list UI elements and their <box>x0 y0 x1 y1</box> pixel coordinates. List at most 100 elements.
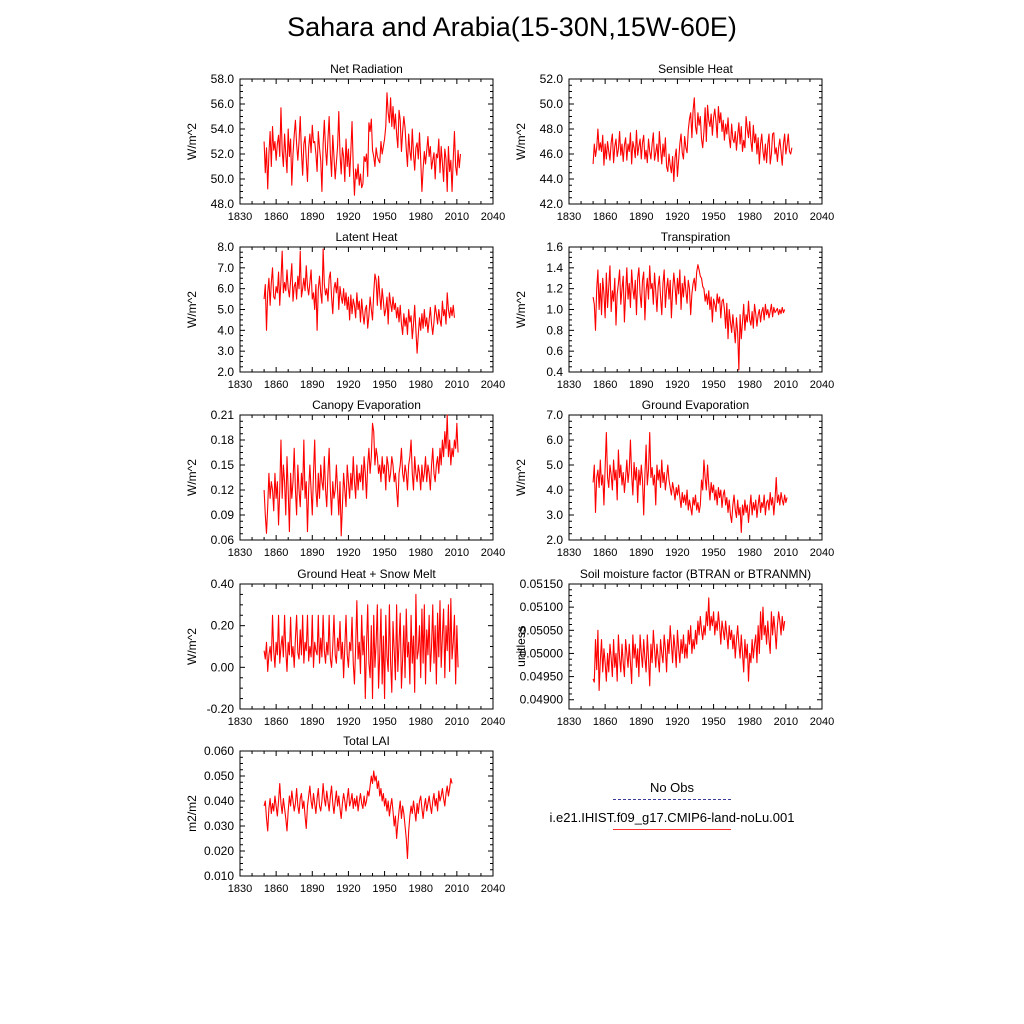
x-tick-label: 1950 <box>372 211 396 223</box>
x-tick-label: 2010 <box>445 883 469 895</box>
x-tick-label: 1830 <box>228 211 252 223</box>
x-tick-label: 2040 <box>481 883 505 895</box>
y-axis-label: m2/m2 <box>185 795 199 832</box>
x-tick-label: 1890 <box>629 211 653 223</box>
x-tick-label: 1860 <box>593 716 617 728</box>
legend-obs-label: No Obs <box>649 780 695 795</box>
y-tick-label: 1.4 <box>546 261 563 275</box>
y-tick-label: 0.4 <box>546 365 563 379</box>
x-tick-label: 1860 <box>593 379 617 391</box>
x-tick-label: 2040 <box>481 379 505 391</box>
y-tick-label: 3.0 <box>546 508 563 522</box>
x-tick-label: 2040 <box>481 211 505 223</box>
y-tick-label: 2.0 <box>546 533 563 547</box>
page-title: Sahara and Arabia(15-30N,15W-60E) <box>287 12 737 42</box>
x-tick-label: 1830 <box>557 716 581 728</box>
series-line <box>263 593 459 700</box>
y-tick-label: 8.0 <box>217 240 234 254</box>
x-tick-label: 1980 <box>408 716 432 728</box>
x-tick-label: 1950 <box>701 379 725 391</box>
series-line <box>592 597 786 692</box>
y-tick-label: 1.2 <box>546 282 563 296</box>
plot-frame <box>568 583 823 710</box>
y-tick-label: 48.0 <box>211 197 235 211</box>
x-tick-label: 1830 <box>557 379 581 391</box>
y-axis-label: W/m^2 <box>185 291 199 328</box>
y-tick-label: 0.20 <box>211 619 235 633</box>
y-tick-label: 0.05150 <box>520 577 564 591</box>
x-tick-label: 1920 <box>336 379 360 391</box>
x-tick-label: 1830 <box>557 211 581 223</box>
x-tick-label: 2010 <box>774 716 798 728</box>
y-axis-label: W/m^2 <box>185 123 199 160</box>
y-tick-label: 54.0 <box>211 122 235 136</box>
y-tick-label: 1.0 <box>546 303 563 317</box>
x-tick-label: 1980 <box>737 716 761 728</box>
panel-1: Net Radiation W/m^2 1830 1860 1890 1920 1950 19… <box>185 62 505 223</box>
y-tick-label: 0.21 <box>211 408 235 422</box>
x-tick-label: 1890 <box>629 547 653 559</box>
x-tick-label: 2010 <box>774 211 798 223</box>
y-tick-label: 0.030 <box>204 819 234 833</box>
x-tick-label: 1950 <box>372 379 396 391</box>
y-tick-label: 7.0 <box>217 261 234 275</box>
x-tick-label: 1920 <box>336 211 360 223</box>
x-tick-label: 1950 <box>701 547 725 559</box>
y-tick-label: 0.04900 <box>520 693 564 707</box>
x-tick-label: 1950 <box>701 716 725 728</box>
panel-title: Net Radiation <box>330 62 403 76</box>
y-tick-label: 52.0 <box>211 147 235 161</box>
x-tick-label: 2010 <box>445 547 469 559</box>
y-tick-label: 0.09 <box>211 508 235 522</box>
x-tick-label: 2040 <box>810 379 834 391</box>
x-tick-label: 1830 <box>228 379 252 391</box>
panel-4: Transpiration W/m^2 1830 1860 1890 1920 1950 19… <box>514 230 834 391</box>
panel-title: Latent Heat <box>335 230 398 244</box>
plot-frame <box>568 414 823 541</box>
panel-title: Canopy Evaporation <box>312 398 421 412</box>
x-tick-label: 2010 <box>774 547 798 559</box>
x-tick-label: 1920 <box>336 716 360 728</box>
panel-title: Transpiration <box>661 230 731 244</box>
y-tick-label: 4.0 <box>217 323 234 337</box>
x-tick-label: 1890 <box>629 379 653 391</box>
y-tick-label: 0.15 <box>211 458 235 472</box>
y-axis-label: unitless <box>514 626 528 667</box>
x-tick-label: 1860 <box>264 379 288 391</box>
x-tick-label: 1830 <box>228 547 252 559</box>
y-tick-label: 0.04950 <box>520 670 564 684</box>
panel-title: Ground Evaporation <box>642 398 749 412</box>
y-tick-label: 1.6 <box>546 240 563 254</box>
x-tick-label: 2040 <box>810 547 834 559</box>
x-tick-label: 1830 <box>228 716 252 728</box>
x-tick-label: 1980 <box>408 883 432 895</box>
x-tick-label: 1950 <box>372 547 396 559</box>
y-tick-label: 0.050 <box>204 769 234 783</box>
x-tick-label: 1920 <box>665 716 689 728</box>
panel-7: Ground Heat + Snow Melt W/m^2 1830 1860 1890… <box>185 567 505 728</box>
x-tick-label: 1950 <box>372 716 396 728</box>
x-tick-label: 2040 <box>810 211 834 223</box>
panel-title: Ground Heat + Snow Melt <box>297 567 436 581</box>
y-tick-label: 0.8 <box>546 323 563 337</box>
y-tick-label: 58.0 <box>211 72 235 86</box>
x-tick-label: 2040 <box>481 716 505 728</box>
plot-frame <box>568 246 823 373</box>
y-axis-label: W/m^2 <box>185 628 199 665</box>
x-tick-label: 1950 <box>372 883 396 895</box>
y-tick-label: 50.0 <box>540 97 564 111</box>
y-tick-label: -0.20 <box>207 702 235 716</box>
x-tick-label: 1890 <box>629 716 653 728</box>
x-tick-label: 1890 <box>300 883 324 895</box>
y-tick-label: 0.05100 <box>520 600 564 614</box>
x-tick-label: 1860 <box>593 547 617 559</box>
x-tick-label: 1980 <box>408 211 432 223</box>
y-tick-label: 0.05050 <box>520 623 564 637</box>
y-axis-label: W/m^2 <box>185 459 199 496</box>
legend-model-line <box>613 829 731 830</box>
y-tick-label: 0.40 <box>211 577 235 591</box>
x-tick-label: 2010 <box>445 379 469 391</box>
y-tick-label: 0.06 <box>211 533 235 547</box>
y-tick-label: 48.0 <box>540 122 564 136</box>
series-line <box>592 264 786 371</box>
